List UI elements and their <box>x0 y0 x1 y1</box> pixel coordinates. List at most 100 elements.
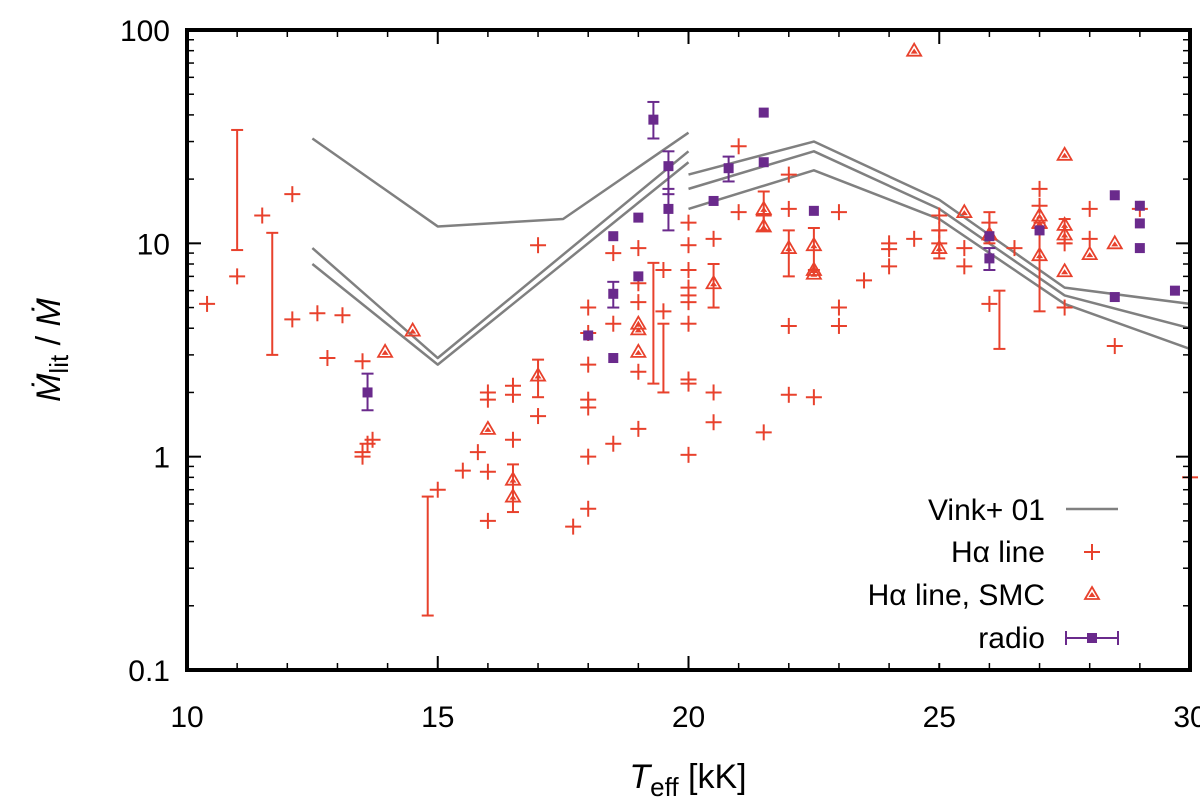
errorbar-5 <box>647 261 660 385</box>
smc-point-27 <box>1081 245 1099 261</box>
halpha-point-25 <box>565 518 582 535</box>
halpha-point-18 <box>479 463 496 480</box>
legend-swatch-halpha <box>1084 544 1100 560</box>
y-tick-label-1: 1 <box>153 442 170 475</box>
halpha-point-62 <box>780 317 797 334</box>
radio-point-8 <box>663 161 674 172</box>
x-tick-label-1: 15 <box>421 701 454 734</box>
legend-label-vink: Vink+ 01 <box>928 494 1045 527</box>
smc-point-9 <box>705 274 723 290</box>
radio-point-11 <box>723 163 734 174</box>
halpha-point-73 <box>931 207 948 224</box>
halpha-point-68 <box>856 272 873 289</box>
smc-point-23 <box>1056 146 1074 161</box>
errorbar-1 <box>266 231 279 356</box>
halpha-point-44 <box>680 237 697 254</box>
x-axis-title-sub: eff <box>650 772 679 802</box>
halpha-point-10 <box>354 448 371 465</box>
halpha-point-64 <box>805 389 822 406</box>
halpha-point-3 <box>284 186 301 203</box>
halpha-point-85 <box>1056 299 1073 316</box>
y-axis-title: Ṁlit / Ṁ <box>30 297 74 401</box>
radio-point-9 <box>663 203 674 214</box>
halpha-point-57 <box>730 204 747 221</box>
halpha-point-21 <box>504 386 521 403</box>
halpha-point-48 <box>680 294 697 311</box>
radio-point-14 <box>808 205 819 216</box>
legend-label-halpha: Hα line <box>951 536 1045 569</box>
smc-point-18 <box>955 203 973 219</box>
x-tick-label-2: 20 <box>672 701 705 734</box>
radio-point-4 <box>608 353 619 364</box>
halpha-point-45 <box>680 261 697 278</box>
halpha-point-51 <box>680 375 697 392</box>
halpha-point-61 <box>780 166 797 183</box>
halpha-point-24 <box>530 237 547 254</box>
halpha-point-32 <box>580 500 597 517</box>
smc-point-2 <box>479 420 497 435</box>
halpha-point-28 <box>580 356 597 373</box>
radio-point-12 <box>758 157 769 168</box>
halpha-point-40 <box>630 420 647 437</box>
halpha-point-71 <box>881 258 898 275</box>
halpha-point-63 <box>780 386 797 403</box>
halpha-point-22 <box>504 431 521 448</box>
halpha-point-31 <box>580 448 597 465</box>
legend-swatch-smc <box>1083 585 1101 600</box>
halpha-point-52 <box>680 446 697 463</box>
radio-point-13 <box>758 107 769 118</box>
halpha-point-33 <box>605 245 622 262</box>
halpha-point-2 <box>254 207 271 224</box>
halpha-point-5 <box>309 305 326 322</box>
smc-point-16 <box>905 41 923 57</box>
legend-label-smc: Hα line, SMC <box>868 579 1045 612</box>
radio-point-6 <box>633 271 644 282</box>
legend-swatch-radio <box>1065 631 1119 645</box>
halpha-point-42 <box>655 303 672 320</box>
halpha-point-65 <box>830 204 847 221</box>
radio-point-5 <box>633 212 644 223</box>
halpha-point-41 <box>655 261 672 278</box>
x-tick-label-3: 25 <box>923 701 956 734</box>
halpha-point-26 <box>580 299 597 316</box>
y-axis-title-sep: / <box>30 326 68 354</box>
radio-point-16 <box>984 253 995 264</box>
radio-point-15 <box>984 231 995 242</box>
y-tick-label-0: 0.1 <box>128 655 170 688</box>
halpha-point-80 <box>1006 240 1023 257</box>
halpha-point-53 <box>705 230 722 247</box>
smc-point-25 <box>1056 225 1074 241</box>
y-axis-title-group: Ṁlit / Ṁ <box>30 297 74 401</box>
smc-point-5 <box>529 366 547 382</box>
halpha-point-39 <box>630 363 647 380</box>
x-axis-title-main: T <box>629 758 652 796</box>
y-axis-title-den: Ṁ <box>30 297 68 326</box>
x-axis-title: Teff [kK] <box>629 758 746 802</box>
smc-point-11 <box>755 217 773 233</box>
halpha-point-17 <box>479 391 496 408</box>
halpha-point-84 <box>1056 235 1073 252</box>
halpha-point-8 <box>354 353 371 370</box>
halpha-point-81 <box>1031 180 1048 197</box>
halpha-point-59 <box>755 424 772 441</box>
radio-point-23 <box>1169 285 1180 296</box>
radio-point-20 <box>1134 200 1145 211</box>
halpha-point-88 <box>1106 338 1123 355</box>
halpha-point-38 <box>630 294 647 311</box>
smc-point-17 <box>930 239 948 254</box>
radio-point-2 <box>608 231 619 242</box>
radio-point-1 <box>583 330 594 341</box>
y-axis-title-main: Ṁ <box>30 373 68 402</box>
errorbar-6 <box>657 322 670 394</box>
radio-point-18 <box>1109 190 1120 201</box>
legend: Vink+ 01 Hα line Hα line, SMC radio <box>770 478 1170 663</box>
radio-point-22 <box>1134 243 1145 254</box>
halpha-point-67 <box>830 317 847 334</box>
smc-point-26 <box>1056 262 1074 278</box>
radio-point-19 <box>1109 292 1120 303</box>
halpha-point-82 <box>1031 197 1048 214</box>
halpha-point-72 <box>906 230 923 247</box>
halpha-point-43 <box>680 214 697 231</box>
smc-point-1 <box>404 321 422 337</box>
halpha-point-54 <box>705 384 722 401</box>
